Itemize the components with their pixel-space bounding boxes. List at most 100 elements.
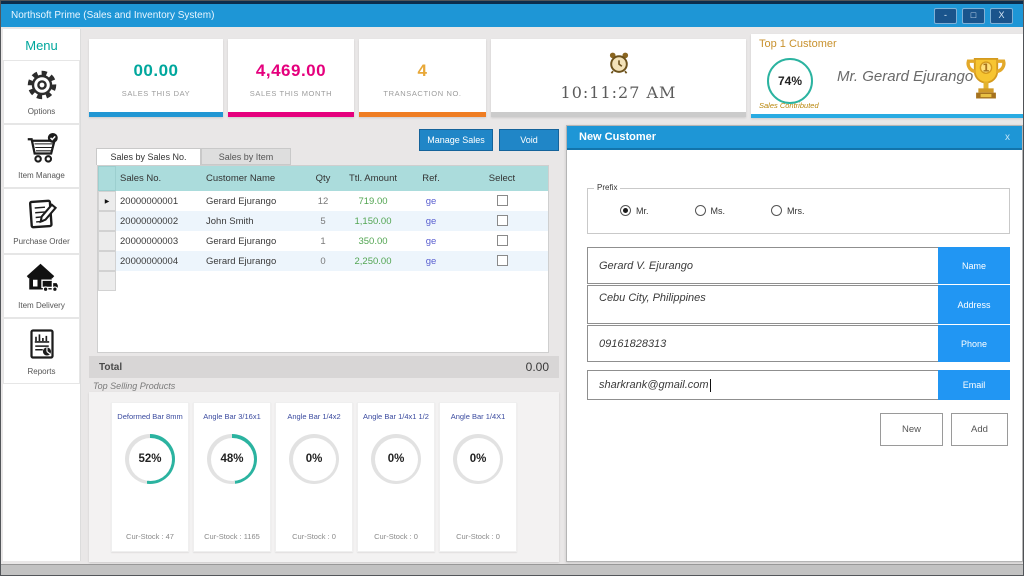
cell-ref-link[interactable]: ge	[425, 195, 437, 207]
product-stock-ring: 52%	[125, 434, 175, 484]
cell-sales-no: 20000000004	[120, 255, 179, 267]
radio-mr[interactable]: Mr.	[620, 205, 649, 216]
address-field-button[interactable]: Address	[938, 285, 1010, 324]
top-customer-card: Top 1 Customer 74% Sales Contributed Mr.…	[751, 34, 1023, 118]
cell-amount: 2,250.00	[354, 255, 392, 267]
sales-contributed-caption: Sales Contributed	[759, 101, 819, 110]
table-row[interactable]: 20000000004 Gerard Ejurango 0 2,250.00 g…	[98, 251, 548, 271]
top-customer-title: Top 1 Customer	[759, 38, 837, 50]
cell-qty: 5	[320, 215, 326, 227]
phone-input[interactable]: 09161828313	[587, 325, 938, 362]
cell-ref-link[interactable]: ge	[425, 235, 437, 247]
product-stock: Cur-Stock : 1165	[204, 532, 260, 541]
product-card: Angle Bar 1/4X1 0% Cur-Stock : 0	[439, 402, 517, 552]
row-select-checkbox[interactable]	[496, 215, 508, 227]
col-customer-name: Customer Name	[206, 173, 276, 184]
cell-qty: 1	[320, 235, 326, 247]
radio-mrs[interactable]: Mrs.	[771, 205, 805, 216]
col-qty: Qty	[315, 173, 331, 184]
tab-sales-by-item[interactable]: Sales by Item	[201, 148, 291, 165]
product-name: Angle Bar 3/16x1	[203, 412, 261, 421]
table-row[interactable]: ▶ 20000000001 Gerard Ejurango 12 719.00 …	[98, 191, 548, 211]
product-stock-ring: 48%	[207, 434, 257, 484]
sidebar-item-reports[interactable]: Reports	[3, 318, 80, 384]
prefix-groupbox: Prefix Mr. Ms. Mrs.	[587, 183, 1010, 234]
row-selector[interactable]	[98, 271, 116, 291]
card-accent-bar	[359, 112, 486, 117]
col-ttl-amount: Ttl. Amount	[348, 173, 398, 184]
product-percent: 0%	[292, 437, 336, 481]
col-select: Select	[488, 173, 516, 184]
phone-field-button[interactable]: Phone	[938, 325, 1010, 362]
product-name: Angle Bar 1/4x2	[287, 412, 341, 421]
sidebar-item-options[interactable]: Options	[3, 60, 80, 124]
panel-close-icon[interactable]: x	[1005, 131, 1010, 143]
product-card: Deformed Bar 8mm 52% Cur-Stock : 47	[111, 402, 189, 552]
table-row[interactable]: 20000000003 Gerard Ejurango 1 350.00 ge	[98, 231, 548, 251]
row-selector[interactable]	[98, 251, 116, 271]
maximize-button[interactable]: □	[962, 7, 985, 24]
sales-this-month-card: 4,469.00 SALES THIS MONTH	[228, 39, 354, 117]
product-card: Angle Bar 1/4x1 1/2 0% Cur-Stock : 0	[357, 402, 435, 552]
minimize-button[interactable]: -	[934, 7, 957, 24]
new-button[interactable]: New	[880, 413, 943, 446]
total-bar: Total 0.00	[89, 356, 559, 378]
row-select-checkbox[interactable]	[496, 255, 508, 267]
top-selling-products-panel: Deformed Bar 8mm 52% Cur-Stock : 47 Angl…	[89, 392, 559, 562]
new-customer-title: New Customer	[579, 131, 657, 143]
row-selector[interactable]	[98, 211, 116, 231]
email-field-row: sharkrank@gmail.com Email	[587, 370, 1010, 400]
cell-ref-link[interactable]: ge	[425, 215, 437, 227]
cell-ref-link[interactable]: ge	[425, 255, 437, 267]
col-sales-no: Sales No.	[120, 173, 162, 184]
top-customer-name: Mr. Gerard Ejurango	[837, 68, 974, 85]
address-input[interactable]: Cebu City, Philippines	[587, 285, 938, 324]
sidebar-item-item-delivery[interactable]: Item Delivery	[3, 254, 80, 318]
product-stock: Cur-Stock : 0	[456, 532, 500, 541]
sidebar-item-label: Item Manage	[18, 171, 65, 180]
product-card: Angle Bar 1/4x2 0% Cur-Stock : 0	[275, 402, 353, 552]
close-button[interactable]: X	[990, 7, 1013, 24]
radio-ms[interactable]: Ms.	[694, 205, 725, 216]
table-row[interactable]: 20000000002 John Smith 5 1,150.00 ge	[98, 211, 548, 231]
col-ref: Ref.	[422, 173, 440, 184]
document-pencil-icon	[6, 195, 77, 233]
add-button[interactable]: Add	[951, 413, 1008, 446]
header-gutter	[98, 166, 116, 191]
product-stock-ring: 0%	[371, 434, 421, 484]
card-accent-bar	[89, 112, 223, 117]
row-selector[interactable]	[98, 231, 116, 251]
void-button[interactable]: Void	[499, 129, 559, 151]
product-percent: 48%	[210, 437, 254, 481]
cell-amount: 350.00	[358, 235, 388, 247]
sidebar-item-label: Options	[27, 107, 56, 116]
sidebar-item-item-manage[interactable]: Item Manage	[3, 124, 80, 188]
title-bar: Northsoft Prime (Sales and Inventory Sys…	[1, 1, 1023, 27]
cell-qty: 12	[317, 195, 329, 207]
tab-sales-by-sales-no[interactable]: Sales by Sales No.	[96, 148, 201, 165]
row-selector[interactable]: ▶	[98, 191, 116, 211]
row-select-checkbox[interactable]	[496, 235, 508, 247]
window-title: Northsoft Prime (Sales and Inventory Sys…	[11, 10, 215, 21]
manage-sales-button[interactable]: Manage Sales	[419, 129, 493, 151]
product-name: Angle Bar 1/4X1	[450, 412, 506, 421]
total-label: Total	[99, 361, 123, 373]
cell-qty: 0	[320, 255, 326, 267]
sidebar-item-purchase-order[interactable]: Purchase Order	[3, 188, 80, 254]
clock-card: 10:11:27 AM	[491, 39, 746, 117]
email-field-button[interactable]: Email	[938, 370, 1010, 400]
table-empty-row	[98, 271, 548, 291]
radio-button-icon	[771, 205, 782, 216]
radio-button-icon	[620, 205, 631, 216]
sales-this-day-value: 00.00	[133, 61, 179, 80]
email-input[interactable]: sharkrank@gmail.com	[587, 370, 938, 400]
card-accent-bar	[491, 112, 746, 117]
row-select-checkbox[interactable]	[496, 195, 508, 207]
house-truck-icon	[6, 261, 77, 297]
product-stock: Cur-Stock : 0	[374, 532, 418, 541]
name-field-button[interactable]: Name	[938, 247, 1010, 284]
name-input[interactable]: Gerard V. Ejurango	[587, 247, 938, 284]
transaction-no-label: TRANSACTION NO.	[383, 89, 462, 98]
top-selling-products-title: Top Selling Products	[93, 381, 176, 391]
